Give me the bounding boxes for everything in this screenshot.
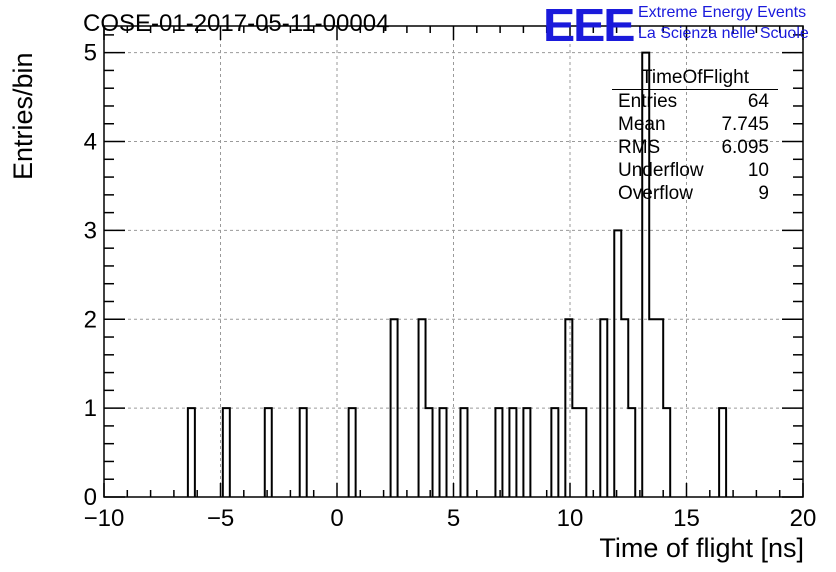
x-axis-label: Time of flight [ns] xyxy=(599,533,804,563)
histogram-outline xyxy=(186,51,728,497)
histogram-bin xyxy=(265,408,272,497)
stats-value: 7.745 xyxy=(721,114,769,135)
y-tick-label: 0 xyxy=(84,484,97,511)
histogram-bin xyxy=(523,408,530,497)
histogram-bin xyxy=(628,408,635,497)
stats-row-rms: RMS 6.095 xyxy=(612,136,778,159)
histogram-bin xyxy=(663,408,670,497)
logo-line-2: La Scienza nelle Scuole xyxy=(638,25,809,42)
histogram-bin xyxy=(551,408,558,497)
histogram-bin xyxy=(223,408,230,497)
eee-logo: EEE xyxy=(543,0,635,51)
x-tick-label: 0 xyxy=(330,505,343,532)
stats-row-overflow: Overflow 9 xyxy=(612,182,778,205)
stats-title: TimeOfFlight xyxy=(612,67,778,90)
x-tick-label: 20 xyxy=(790,505,817,532)
stats-label: Entries xyxy=(618,91,678,112)
stats-label: Overflow xyxy=(618,183,693,204)
stats-value: 64 xyxy=(747,91,769,112)
y-tick-label: 4 xyxy=(84,129,97,156)
histogram-bin xyxy=(300,408,307,497)
plot-frame xyxy=(103,25,804,498)
y-tick-label: 3 xyxy=(84,217,97,244)
y-axis-label: Entries/bin xyxy=(8,52,38,180)
stats-label: Mean xyxy=(618,114,666,135)
stats-row-underflow: Underflow 10 xyxy=(612,159,778,182)
stats-value: 9 xyxy=(758,183,769,204)
stats-row-entries: Entries 64 xyxy=(612,90,778,113)
tick-labels: −10 −5 0 5 10 15 20 0 1 2 3 4 5 xyxy=(84,40,817,532)
x-tick-label: −10 xyxy=(84,505,125,532)
x-tick-label: 10 xyxy=(557,505,584,532)
chart-title: COSE-01-2017-05-11-00004 xyxy=(83,10,390,37)
histogram-bins xyxy=(186,51,728,497)
histogram-bin xyxy=(614,230,621,497)
histogram-bin xyxy=(188,408,195,497)
x-tick-label: 15 xyxy=(673,505,700,532)
grid-lines xyxy=(104,26,803,497)
histogram-bin xyxy=(572,408,579,497)
stats-label: Underflow xyxy=(618,160,704,181)
x-tick-label: 5 xyxy=(447,505,460,532)
histogram-bin xyxy=(579,408,586,497)
stats-row-mean: Mean 7.745 xyxy=(612,113,778,136)
y-tick-label: 2 xyxy=(84,306,97,333)
y-tick-label: 1 xyxy=(84,395,97,422)
stats-label: RMS xyxy=(618,137,661,158)
histogram-bin xyxy=(460,408,467,497)
x-tick-label: −5 xyxy=(207,505,234,532)
histogram-bin xyxy=(719,408,726,497)
histogram-bin xyxy=(426,408,433,497)
histogram-bin xyxy=(349,408,356,497)
stats-value: 10 xyxy=(747,160,769,181)
stats-box: TimeOfFlight Entries 64 Mean 7.745 RMS 6… xyxy=(612,67,778,205)
histogram-bin xyxy=(495,408,502,497)
stats-value: 6.095 xyxy=(721,137,769,158)
y-tick-label: 5 xyxy=(84,40,97,67)
histogram-bin xyxy=(440,408,447,497)
logo-line-1: Extreme Energy Events xyxy=(638,4,807,21)
histogram-bin xyxy=(509,408,516,497)
